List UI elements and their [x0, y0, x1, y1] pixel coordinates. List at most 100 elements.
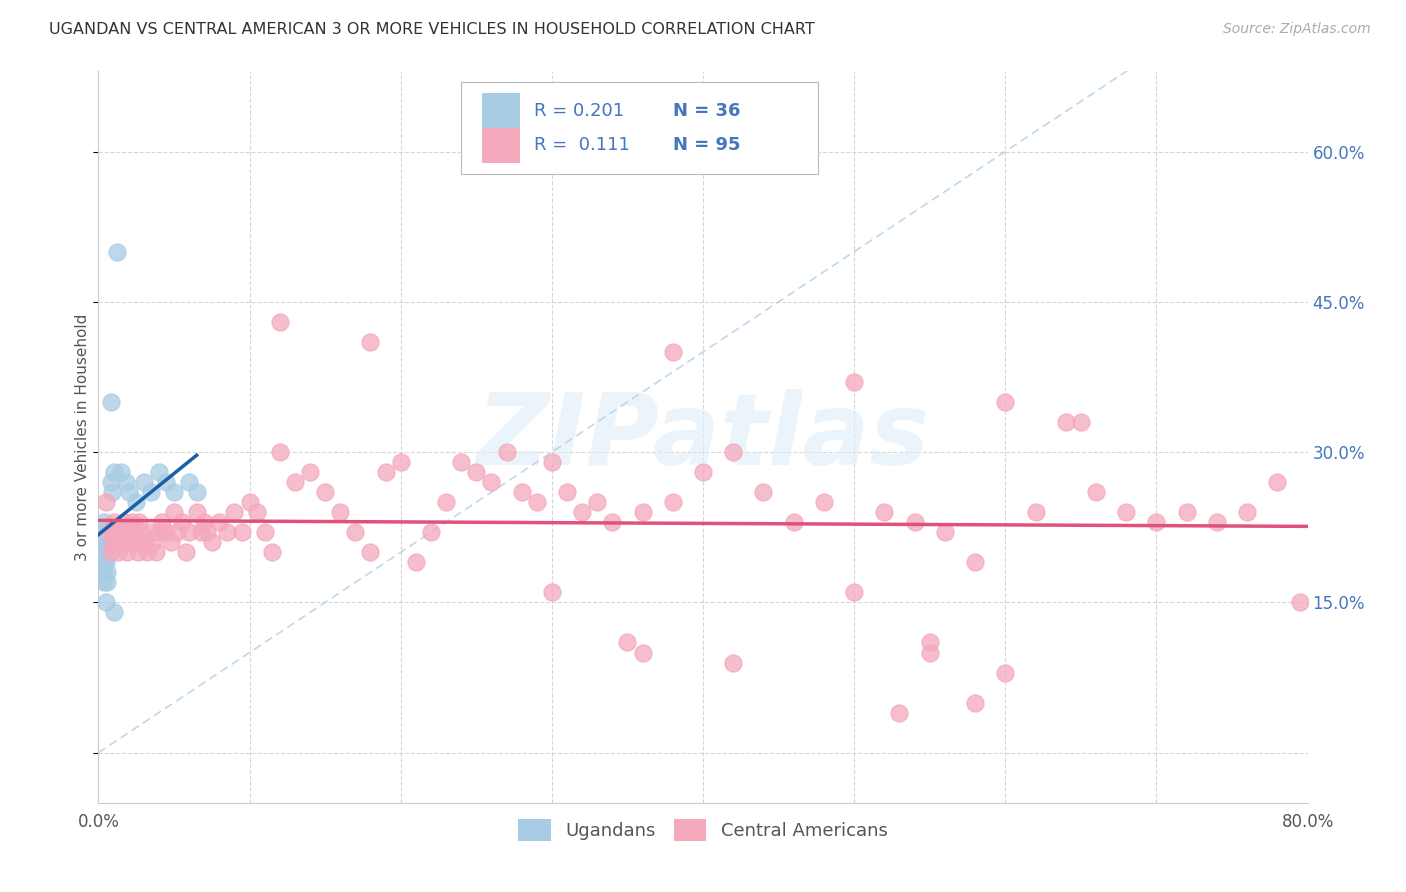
Point: [110, 465, 132, 479]
Point: [844, 375, 866, 389]
Point: [269, 315, 291, 329]
Point: [128, 515, 150, 529]
Point: [873, 505, 896, 519]
Point: [93, 575, 115, 590]
Point: [329, 505, 352, 519]
Point: [125, 495, 148, 509]
Point: [170, 515, 193, 529]
Point: [94, 595, 117, 609]
Point: [1206, 515, 1229, 529]
Point: [510, 485, 533, 500]
Point: [94, 495, 117, 509]
Point: [132, 535, 155, 549]
Point: [1236, 505, 1258, 519]
Point: [813, 495, 835, 509]
Point: [186, 505, 208, 519]
Point: [602, 515, 624, 529]
Point: [142, 535, 165, 549]
Point: [965, 696, 987, 710]
Point: [1024, 505, 1046, 519]
Point: [661, 345, 683, 359]
Point: [195, 525, 218, 540]
Point: [269, 445, 291, 459]
Point: [101, 535, 124, 549]
Point: [904, 515, 927, 529]
Point: [94, 545, 117, 559]
Point: [253, 525, 276, 540]
Point: [1267, 475, 1289, 490]
Point: [299, 465, 322, 479]
Point: [127, 545, 149, 559]
Point: [105, 535, 128, 549]
Point: [107, 545, 129, 559]
Point: [239, 495, 262, 509]
Point: [98, 525, 121, 540]
Point: [98, 525, 121, 540]
Point: [120, 535, 142, 549]
Point: [994, 395, 1017, 409]
Point: [918, 646, 941, 660]
Point: [122, 525, 145, 540]
Point: [1085, 485, 1108, 500]
Point: [586, 495, 609, 509]
Point: [163, 505, 186, 519]
Point: [96, 525, 118, 540]
Point: [179, 525, 201, 540]
Point: [344, 525, 367, 540]
Point: [889, 706, 911, 720]
Point: [91, 535, 114, 549]
Point: [94, 535, 117, 549]
Point: [148, 525, 170, 540]
Point: [179, 475, 201, 490]
Point: [94, 525, 117, 540]
Point: [555, 485, 578, 500]
Bar: [482, 94, 520, 128]
Point: [616, 635, 638, 649]
Point: [141, 525, 163, 540]
Point: [163, 485, 186, 500]
Point: [96, 545, 118, 559]
Text: R = 0.201: R = 0.201: [534, 102, 624, 120]
Point: [284, 475, 307, 490]
Point: [215, 525, 238, 540]
Point: [965, 555, 987, 569]
Text: Source: ZipAtlas.com: Source: ZipAtlas.com: [1223, 22, 1371, 37]
Point: [208, 515, 231, 529]
Point: [100, 395, 122, 409]
Point: [844, 585, 866, 599]
Point: [103, 515, 125, 529]
Text: R =  0.111: R = 0.111: [534, 136, 630, 154]
Point: [104, 525, 127, 540]
Point: [110, 535, 132, 549]
Point: [112, 515, 135, 529]
Point: [631, 646, 654, 660]
Point: [129, 525, 152, 540]
Point: [540, 585, 562, 599]
Point: [118, 485, 141, 500]
Point: [114, 535, 136, 549]
Point: [450, 455, 472, 469]
Point: [420, 525, 443, 540]
Point: [190, 525, 212, 540]
Point: [723, 656, 745, 670]
Point: [314, 485, 336, 500]
Text: ZIPatlas: ZIPatlas: [477, 389, 929, 485]
Point: [155, 475, 177, 490]
Point: [262, 545, 284, 559]
Point: [224, 505, 246, 519]
Point: [571, 505, 593, 519]
Point: [132, 475, 155, 490]
Point: [246, 505, 269, 519]
Point: [231, 525, 253, 540]
Point: [752, 485, 775, 500]
Point: [118, 525, 141, 540]
Point: [481, 475, 503, 490]
Y-axis label: 3 or more Vehicles in Household: 3 or more Vehicles in Household: [75, 313, 90, 561]
Point: [96, 535, 118, 549]
Bar: [482, 128, 520, 163]
Legend: Ugandans, Central Americans: Ugandans, Central Americans: [512, 812, 894, 848]
Point: [103, 465, 125, 479]
Point: [93, 566, 115, 580]
Point: [111, 525, 134, 540]
Point: [1054, 415, 1077, 429]
